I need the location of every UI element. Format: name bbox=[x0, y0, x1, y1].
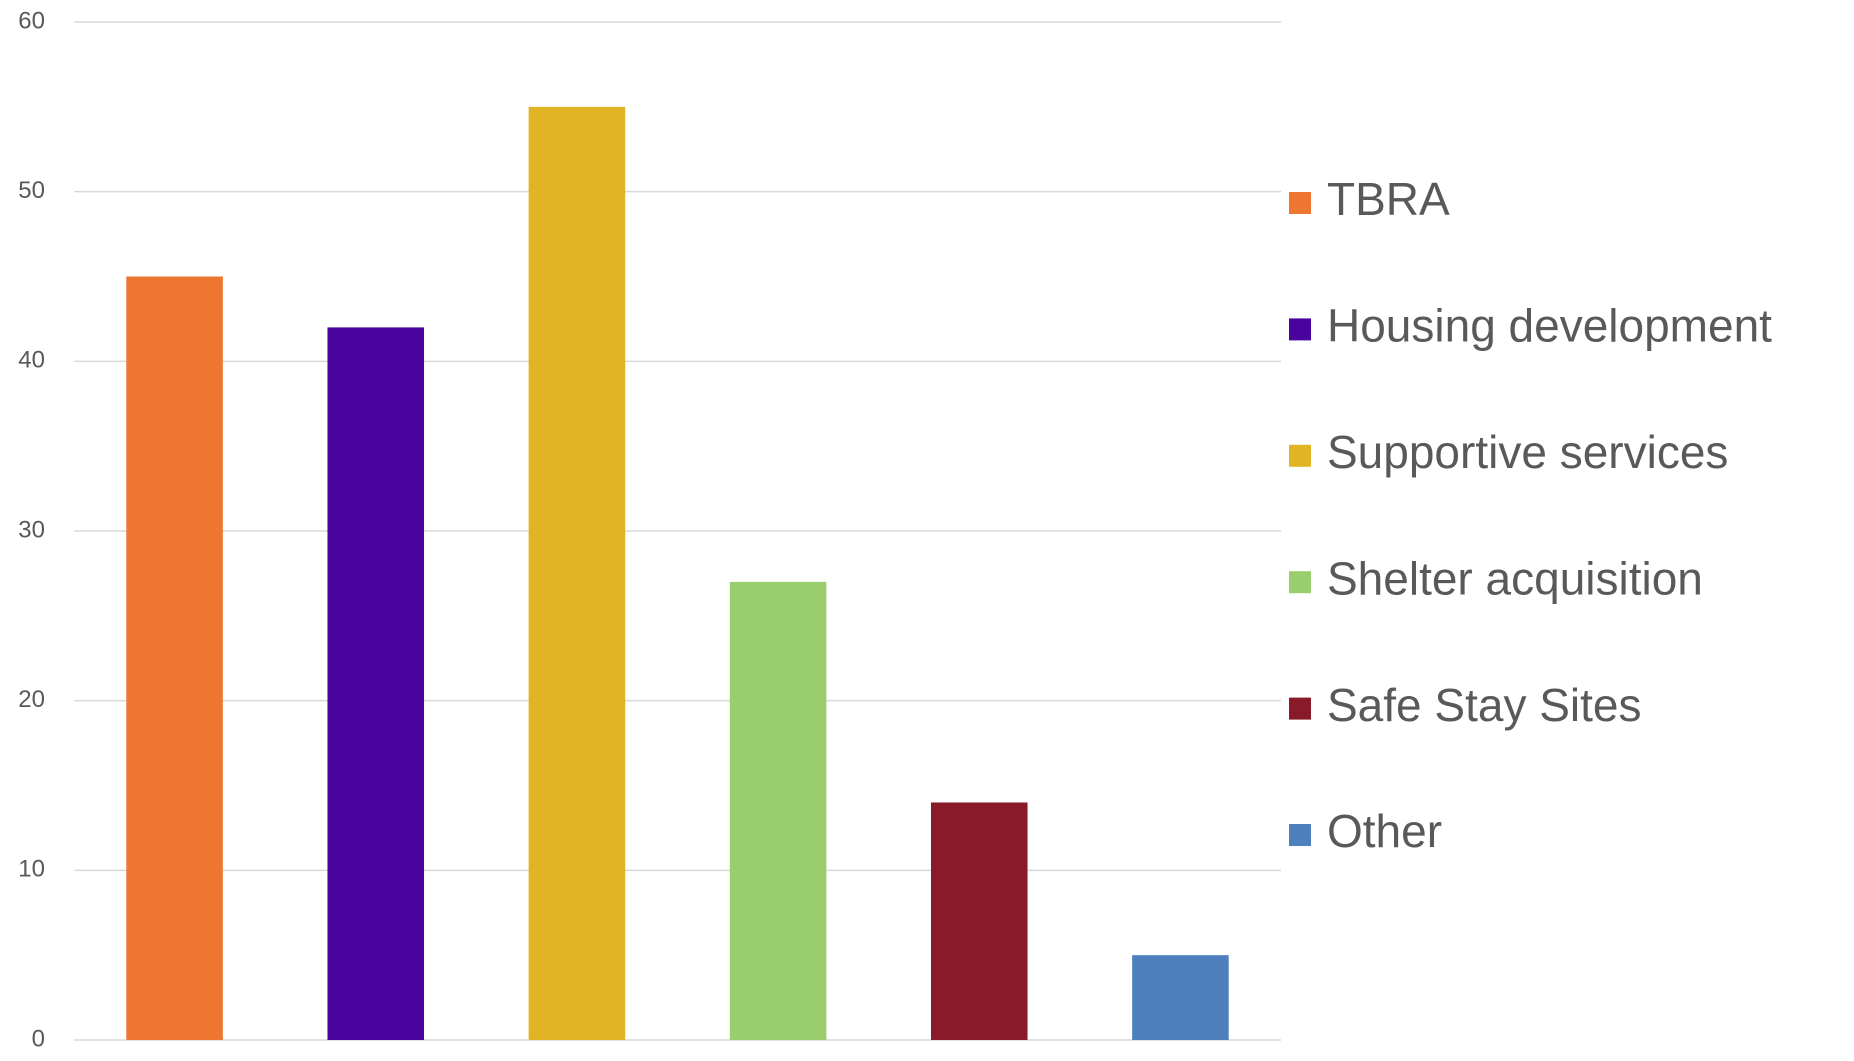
legend-label: Shelter acquisition bbox=[1327, 552, 1703, 604]
y-tick-label: 40 bbox=[18, 347, 45, 374]
legend-swatch bbox=[1289, 697, 1311, 720]
legend-label: Other bbox=[1327, 805, 1442, 857]
legend-label: Housing development bbox=[1327, 300, 1772, 352]
bar bbox=[528, 106, 626, 1041]
bar bbox=[1132, 955, 1229, 1040]
legend-label: Safe Stay Sites bbox=[1327, 679, 1642, 731]
bar bbox=[327, 327, 425, 1040]
legend-label: TBRA bbox=[1327, 173, 1450, 225]
legend-swatch bbox=[1289, 318, 1311, 341]
legend-swatch bbox=[1289, 824, 1311, 846]
legend-swatch bbox=[1289, 444, 1311, 467]
y-tick-label: 0 bbox=[32, 1025, 45, 1052]
y-tick-label: 30 bbox=[18, 516, 45, 543]
bar bbox=[930, 802, 1028, 1040]
bar bbox=[126, 276, 223, 1040]
y-tick-label: 60 bbox=[18, 7, 45, 34]
legend-swatch bbox=[1289, 571, 1311, 594]
y-tick-label: 10 bbox=[18, 856, 45, 883]
y-tick-label: 50 bbox=[18, 177, 45, 204]
legend-swatch bbox=[1289, 192, 1311, 214]
y-tick-label: 20 bbox=[18, 686, 45, 713]
legend-label: Supportive services bbox=[1327, 426, 1728, 478]
bar bbox=[729, 581, 827, 1040]
